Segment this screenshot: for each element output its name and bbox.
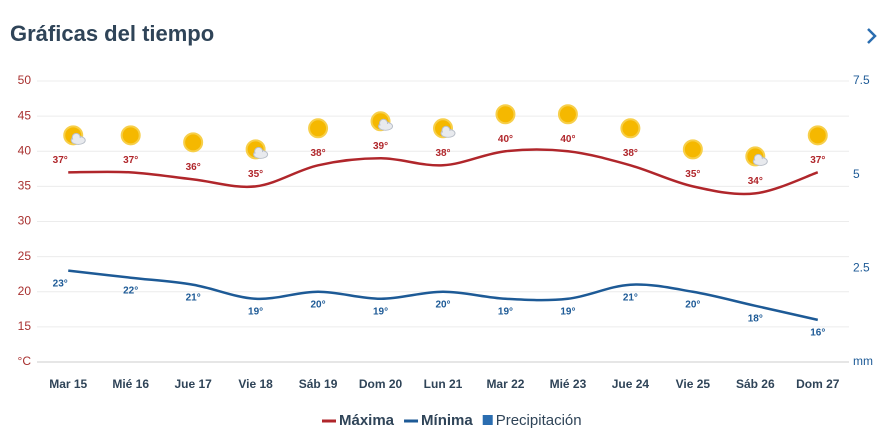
data-label: 20°: [685, 299, 700, 310]
weather-icon: [183, 132, 204, 153]
data-label: 34°: [748, 176, 763, 187]
x-tick-label: Jue 24: [612, 377, 650, 391]
x-tick-label: Mié 23: [550, 377, 587, 391]
weather-icon: [620, 118, 641, 139]
data-label: 39°: [373, 141, 388, 152]
data-label: 21°: [186, 292, 201, 303]
y2-tick-label: 5: [853, 167, 860, 181]
data-label: 35°: [685, 169, 700, 180]
legend-swatch: [482, 415, 493, 425]
y-tick-label: 30: [18, 214, 32, 228]
sun: [557, 104, 578, 125]
next-chevron[interactable]: [867, 28, 877, 44]
cloud: [442, 130, 454, 137]
weather-icon: [370, 111, 394, 132]
data-label: 38°: [623, 148, 638, 159]
y2-tick-label: 7.5: [853, 73, 870, 87]
data-label: 19°: [498, 306, 513, 317]
sun: [120, 125, 141, 146]
data-label: 18°: [748, 313, 763, 324]
series-line: [68, 269, 819, 322]
weather-icon: [682, 139, 703, 160]
data-label: 38°: [435, 148, 450, 159]
data-label: 40°: [498, 134, 513, 145]
weather-icon: [433, 118, 456, 139]
y2-tick-label: mm: [853, 354, 873, 368]
data-label: 20°: [311, 299, 326, 310]
data-label: 40°: [560, 134, 575, 145]
x-tick-label: Sáb 26: [736, 377, 775, 391]
weather-icon: [745, 146, 768, 167]
x-tick-label: Dom 20: [359, 377, 403, 391]
legend-label: Máxima: [339, 412, 395, 429]
sun: [682, 139, 703, 160]
x-tick-label: Sáb 19: [299, 377, 338, 391]
x-tick-label: Lun 21: [424, 377, 463, 391]
data-label: 19°: [248, 306, 263, 317]
data-label: 21°: [623, 292, 638, 303]
cloud: [254, 151, 267, 158]
data-label: 36°: [186, 162, 201, 173]
y-tick-label: 40: [18, 143, 32, 157]
x-tick-label: Vie 18: [238, 377, 273, 391]
x-tick-label: Mar 22: [486, 377, 524, 391]
y-tick-label: 25: [18, 249, 32, 263]
x-tick-label: Dom 27: [796, 377, 840, 391]
y2-tick-label: 2.5: [853, 261, 870, 275]
data-label: 20°: [435, 299, 450, 310]
data-label: 37°: [123, 155, 138, 166]
data-label: 22°: [123, 285, 138, 296]
sun: [620, 118, 641, 139]
x-tick-label: Mié 16: [112, 377, 149, 391]
weather-icon: [308, 118, 329, 139]
weather-icon: [807, 125, 828, 146]
data-label: 19°: [560, 306, 575, 317]
weather-icon: [557, 104, 578, 125]
legend-label: Mínima: [421, 412, 473, 429]
series-line: [68, 148, 819, 196]
cloud: [754, 158, 767, 165]
weather-icon: [63, 125, 86, 146]
data-label: 19°: [373, 306, 388, 317]
y-tick-label: 15: [18, 319, 32, 333]
data-label: 35°: [248, 169, 263, 180]
x-tick-label: Vie 25: [676, 377, 711, 391]
cloud: [379, 123, 392, 130]
sun: [495, 104, 516, 125]
sun: [807, 125, 828, 146]
sun: [183, 132, 204, 153]
data-label: 37°: [810, 155, 825, 166]
y-tick-label: 35: [18, 179, 32, 193]
weather-icon: [120, 125, 141, 146]
data-label: 23°: [53, 278, 68, 289]
x-tick-label: Jue 17: [174, 377, 212, 391]
y-tick-label: °C: [18, 354, 32, 368]
cloud: [72, 137, 85, 144]
legend-label: Precipitación: [496, 412, 582, 429]
data-label: 16°: [810, 327, 825, 338]
y-tick-label: 50: [18, 73, 32, 87]
y-tick-label: 45: [18, 108, 32, 122]
weather-icon: [245, 139, 269, 160]
data-label: 38°: [311, 148, 326, 159]
weather-icon: [495, 104, 516, 125]
x-tick-label: Mar 15: [49, 377, 87, 391]
y-tick-label: 20: [18, 284, 32, 298]
data-label: 37°: [53, 155, 68, 166]
chart-title: Gráficas del tiempo: [10, 21, 214, 46]
sun: [308, 118, 329, 139]
